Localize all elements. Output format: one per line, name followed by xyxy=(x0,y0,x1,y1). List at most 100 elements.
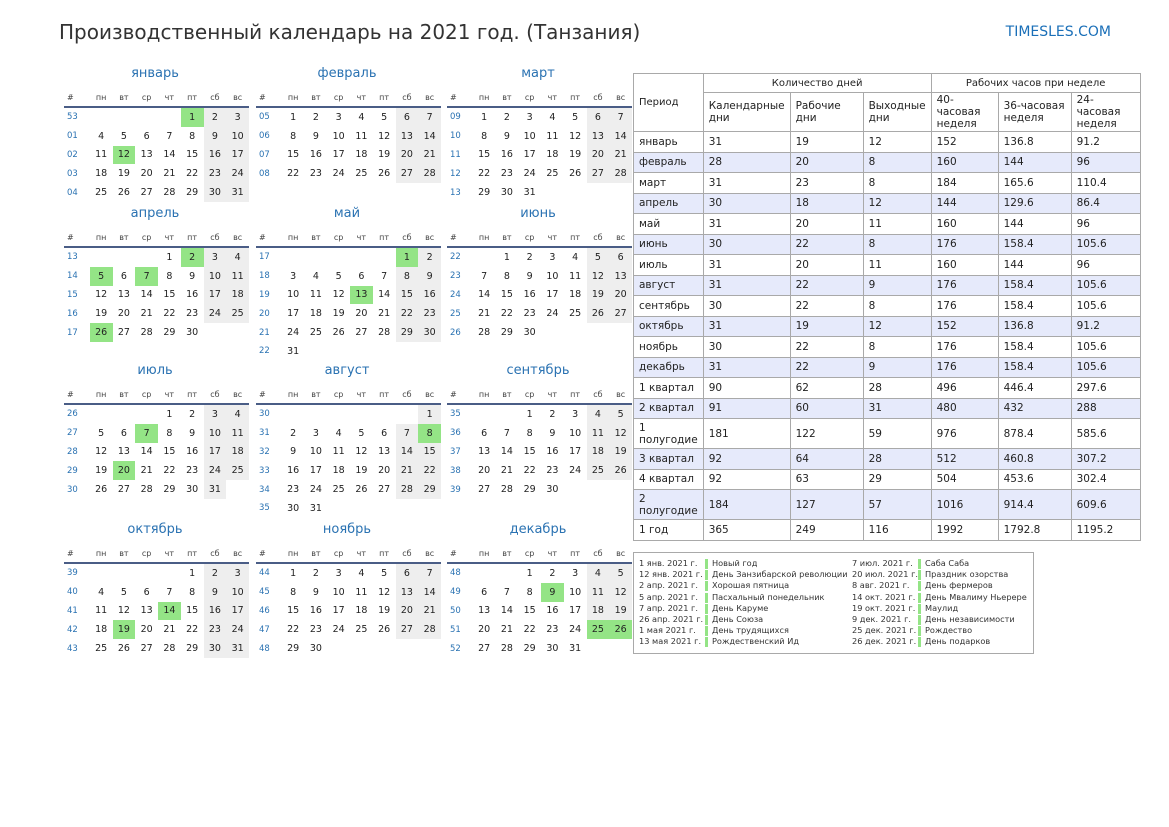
day-cell: 11 xyxy=(586,423,610,443)
week-number: 49 xyxy=(450,587,461,598)
week-row: 33 16 17 18 19 20 21 22 xyxy=(256,461,441,481)
day-cell: 23 xyxy=(287,484,300,496)
week-row: 16 19 20 21 22 23 24 25 xyxy=(64,304,249,324)
day-cell: 12 xyxy=(586,266,610,286)
holiday-name: Рождество xyxy=(925,625,973,636)
holiday-marker xyxy=(918,626,921,637)
weekday-header: чт xyxy=(541,89,564,108)
day-cell: 3 xyxy=(290,270,297,282)
holiday-name: Саба Саба xyxy=(925,558,970,568)
weekday-header: пт xyxy=(180,229,204,248)
day-cell: 21 xyxy=(500,624,513,636)
empty-cell xyxy=(609,323,632,342)
week-row: 17 1 2 xyxy=(256,247,441,267)
weekday-header-row: # пн вт ср чт пт сб вс xyxy=(447,545,632,564)
empty-cell xyxy=(113,107,136,127)
week-row: 26 28 29 30 xyxy=(447,323,632,342)
week-row: 07 15 16 17 18 19 20 21 xyxy=(256,145,441,165)
day-cell: 21 xyxy=(500,465,513,477)
day-cell: 16 xyxy=(186,289,199,301)
weekday-header: вт xyxy=(495,229,519,248)
month-name: сентябрь xyxy=(506,363,570,378)
day-cell: 8 xyxy=(189,586,196,598)
day-cell: 17 xyxy=(569,605,582,617)
summary-row: 1 полугодие 181 122 59 976 878.4 585.6 xyxy=(633,418,1141,449)
summary-period: сентябрь xyxy=(633,295,704,317)
weekday-header: чт xyxy=(350,386,373,405)
day-cell: 6 xyxy=(358,270,365,282)
day-cell: 30 xyxy=(287,502,300,514)
weekday-header: сб xyxy=(586,229,610,248)
day-cell: 6 xyxy=(481,586,488,598)
holiday-name: День Занзибарской революции xyxy=(712,569,848,580)
day-cell: 22 xyxy=(395,304,419,324)
day-cell: 30 xyxy=(186,484,199,496)
day-cell: 19 xyxy=(609,601,632,621)
holiday-date: 20 июл. 2021 г. xyxy=(852,569,919,580)
day-cell: 14 xyxy=(478,289,491,301)
weekday-header: # xyxy=(64,89,90,108)
day-cell: 18 xyxy=(226,285,249,305)
week-number: 43 xyxy=(67,643,78,654)
site-link[interactable]: TIMESLES.COM xyxy=(1005,24,1111,40)
week-number: 27 xyxy=(67,428,78,439)
summary-value: 20 xyxy=(789,254,864,276)
week-number: 23 xyxy=(450,271,461,282)
summary-value: 184 xyxy=(702,489,791,520)
summary-value: 9 xyxy=(862,274,932,296)
week-number: 26 xyxy=(67,409,78,420)
day-cell: 22 xyxy=(418,461,441,481)
day-cell: 23 xyxy=(546,624,559,636)
day-cell: 16 xyxy=(309,605,322,617)
summary-period: август xyxy=(633,274,704,296)
week-row: 48 1 2 3 4 5 xyxy=(447,563,632,583)
summary-value: 90 xyxy=(702,377,791,399)
day-cell: 11 xyxy=(309,289,322,301)
day-cell: 23 xyxy=(309,624,322,636)
empty-cell xyxy=(496,563,519,583)
day-cell: 13 xyxy=(140,605,153,617)
empty-cell xyxy=(350,499,373,518)
holiday-marker xyxy=(705,626,708,637)
day-cell: 19 xyxy=(609,442,632,462)
summary-value: 19 xyxy=(789,131,864,153)
day-cell: 26 xyxy=(378,624,391,636)
day-cell: 18 xyxy=(332,465,345,477)
summary-row: 2 полугодие 184 127 57 1016 914.4 609.6 xyxy=(633,489,1141,520)
day-cell: 23 xyxy=(186,308,199,320)
week-row: 39 27 28 29 30 xyxy=(447,480,632,499)
day-cell: 21 xyxy=(609,145,632,165)
weekday-header: сб xyxy=(586,89,610,108)
day-cell: 27 xyxy=(586,164,610,184)
day-cell: 8 xyxy=(166,427,173,439)
week-number: 32 xyxy=(259,446,270,457)
day-cell: 30 xyxy=(546,643,559,655)
holiday-entry: 14 окт. 2021 г. День Мвалиму Ньерере xyxy=(852,592,1027,603)
weekday-header: чт xyxy=(158,229,181,248)
day-cell: 31 xyxy=(569,643,582,655)
summary-value: 22 xyxy=(789,233,864,255)
day-cell: 3 xyxy=(203,404,227,424)
weekday-header: ср xyxy=(135,545,158,564)
holiday-date: 13 мая 2021 г. xyxy=(639,636,702,647)
day-cell: 23 xyxy=(418,304,441,324)
week-number: 05 xyxy=(259,112,270,123)
summary-row: апрель 30 18 12 144 129.6 86.4 xyxy=(633,192,1141,214)
day-cell: 5 xyxy=(98,427,105,439)
summary-value: 1992 xyxy=(930,519,999,541)
day-cell: 16 xyxy=(500,149,513,161)
day-cell: 11 xyxy=(332,446,345,458)
week-row: 30 1 xyxy=(256,404,441,424)
day-cell: 14 xyxy=(395,442,419,462)
weekday-header: пн xyxy=(89,386,113,405)
holiday-day-cell: 1 xyxy=(180,107,204,127)
holiday-day-cell: 26 xyxy=(89,323,113,342)
weekday-header: пт xyxy=(372,89,396,108)
summary-value: 176 xyxy=(930,336,999,358)
weekday-header: # xyxy=(447,229,473,248)
weekday-header: пт xyxy=(372,545,396,564)
day-cell: 1 xyxy=(290,567,297,579)
weekday-header: вс xyxy=(226,545,249,564)
week-row: 45 8 9 10 11 12 13 14 xyxy=(256,582,441,602)
week-number: 08 xyxy=(259,168,270,179)
